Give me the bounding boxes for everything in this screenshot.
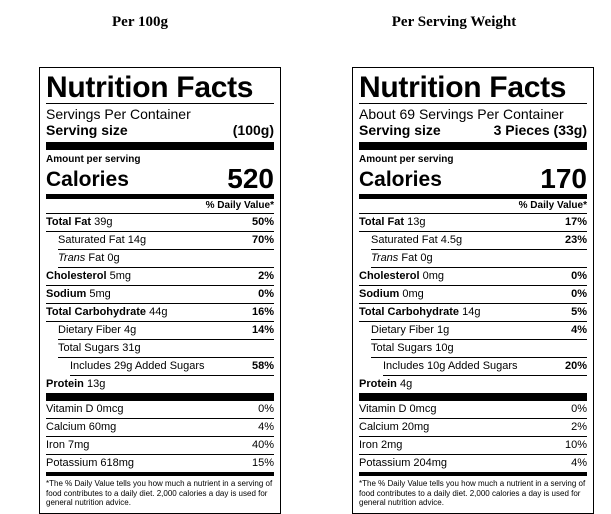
nutrient-row-trans-fat: Trans Fat 0g <box>58 250 274 268</box>
calories-value: 520 <box>227 163 274 194</box>
vitamin-row: Vitamin D 0mcg 0% <box>46 401 274 419</box>
serving-size-label: Serving size <box>359 122 441 138</box>
calories-row: Calories 520 <box>46 163 274 194</box>
nutrient-row-protein: Protein 13g <box>46 378 106 390</box>
serving-size-label: Serving size <box>46 122 128 138</box>
amount-per-serving: Amount per serving <box>46 154 141 165</box>
calories-label: Calories <box>359 168 442 191</box>
nutrient-row-saturated-fat: Saturated Fat 4.5g 23% <box>371 232 587 250</box>
serving-size-value: (100g) <box>232 122 274 138</box>
calories-row: Calories 170 <box>359 163 587 194</box>
vitamin-row: Calcium 20mg 2% <box>359 419 587 437</box>
nutrient-row-total-sugars: Total Sugars 10g <box>371 340 587 358</box>
nutrient-row-sodium: Sodium 5mg 0% <box>46 286 274 304</box>
nutrient-row-total-sugars: Total Sugars 31g <box>58 340 274 358</box>
nutrient-row-total-carbohydrate: Total Carbohydrate 44g 16% <box>46 304 274 322</box>
serving-size-value: 3 Pieces (33g) <box>493 122 587 138</box>
nutrient-row-total-fat: Total Fat 13g 17% <box>359 214 587 232</box>
servings-per-container: About 69 Servings Per Container <box>359 106 564 122</box>
nutrition-label-per-serving: Nutrition Facts About 69 Servings Per Co… <box>352 67 594 514</box>
vitamin-row: Potassium 204mg 4% <box>359 455 587 476</box>
nutrient-row-added-sugars: Includes 29g Added Sugars 58% <box>70 358 274 376</box>
vitamin-row: Iron 7mg 40% <box>46 437 274 455</box>
serving-size-row: Serving size 3 Pieces (33g) <box>359 122 587 140</box>
servings-per-container: Servings Per Container <box>46 106 191 122</box>
right-column-title: Per Serving Weight <box>391 14 517 30</box>
vitamin-row: Potassium 618mg 15% <box>46 455 274 476</box>
nutrient-row-cholesterol: Cholesterol 0mg 0% <box>359 268 587 286</box>
nutrient-row-protein: Protein 4g <box>359 378 413 390</box>
nutrient-row-dietary-fiber: Dietary Fiber 1g 4% <box>371 322 587 340</box>
left-column-title: Per 100g <box>112 14 168 30</box>
calories-label: Calories <box>46 168 129 191</box>
nutrient-row-trans-fat: Trans Fat 0g <box>371 250 587 268</box>
nutrient-row-dietary-fiber: Dietary Fiber 4g 14% <box>58 322 274 340</box>
nutrient-row-cholesterol: Cholesterol 5mg 2% <box>46 268 274 286</box>
footnote: *The % Daily Value tells you how much a … <box>359 479 586 507</box>
nutrient-row-total-carbohydrate: Total Carbohydrate 14g 5% <box>359 304 587 322</box>
nutrient-row-added-sugars: Includes 10g Added Sugars 20% <box>383 358 587 376</box>
daily-value-header: % Daily Value* <box>46 199 274 214</box>
daily-value-header: % Daily Value* <box>359 199 587 214</box>
calories-value: 170 <box>540 163 587 194</box>
label-title: Nutrition Facts <box>359 71 567 104</box>
nutrition-label-per-100g: Nutrition Facts Servings Per Container S… <box>39 67 281 514</box>
nutrient-row-sodium: Sodium 0mg 0% <box>359 286 587 304</box>
amount-per-serving: Amount per serving <box>359 154 454 165</box>
label-title: Nutrition Facts <box>46 71 254 104</box>
nutrient-row-total-fat: Total Fat 39g 50% <box>46 214 274 232</box>
footnote: *The % Daily Value tells you how much a … <box>46 479 273 507</box>
nutrient-row-saturated-fat: Saturated Fat 14g 70% <box>58 232 274 250</box>
serving-size-row: Serving size (100g) <box>46 122 274 140</box>
vitamin-row: Vitamin D 0mcg 0% <box>359 401 587 419</box>
vitamin-row: Iron 2mg 10% <box>359 437 587 455</box>
vitamin-row: Calcium 60mg 4% <box>46 419 274 437</box>
